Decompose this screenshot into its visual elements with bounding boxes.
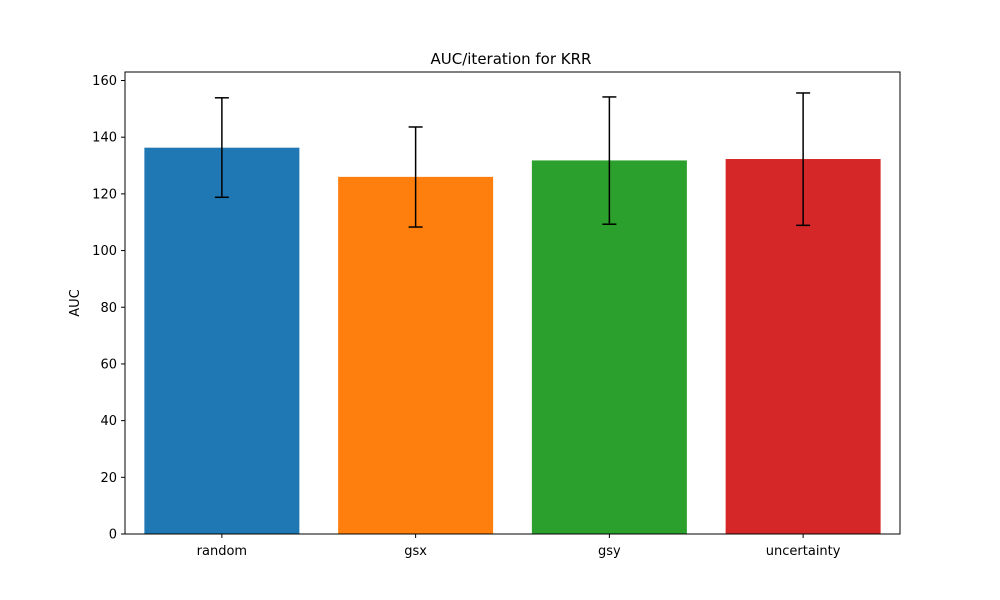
y-tick-label-20: 20 bbox=[100, 471, 117, 486]
bar-gsx bbox=[338, 176, 494, 535]
y-tick-label-40: 40 bbox=[100, 414, 117, 429]
y-tick-label-80: 80 bbox=[100, 301, 117, 316]
x-tick-label-gsx: gsx bbox=[404, 544, 427, 559]
y-tick-label-100: 100 bbox=[92, 244, 117, 259]
y-tick-label-0: 0 bbox=[109, 528, 117, 543]
y-tick-label-60: 60 bbox=[100, 357, 117, 372]
chart-title: AUC/iteration for KRR bbox=[431, 50, 592, 68]
y-tick-label-140: 140 bbox=[92, 131, 117, 146]
x-tick-label-random: random bbox=[197, 544, 247, 559]
bar-random bbox=[144, 147, 300, 534]
y-axis-label: AUC bbox=[68, 289, 83, 317]
y-tick-label-120: 120 bbox=[92, 187, 117, 202]
x-tick-label-gsy: gsy bbox=[598, 544, 621, 559]
axes-frame bbox=[124, 71, 901, 535]
plot-area: 0 20 40 60 80 100 120 140 160 random gsx gsy uncerta… bbox=[92, 71, 901, 559]
x-tick-label-uncertainty: uncertainty bbox=[766, 544, 841, 559]
y-tick-label-160: 160 bbox=[92, 74, 117, 89]
